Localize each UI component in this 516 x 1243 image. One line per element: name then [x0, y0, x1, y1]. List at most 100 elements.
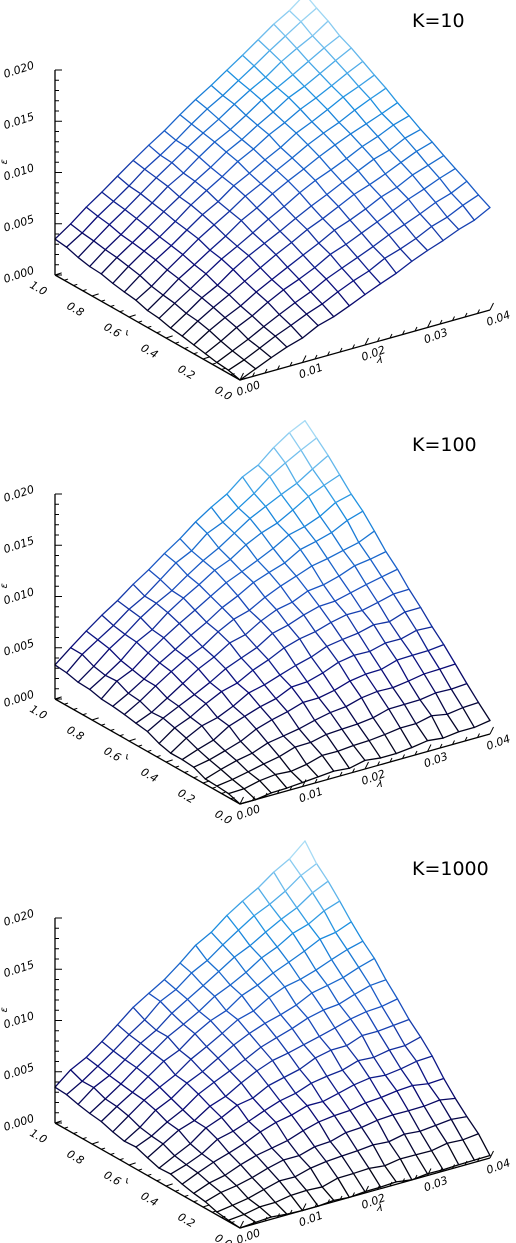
- surface-gridline: [403, 699, 421, 706]
- surface-gridline: [93, 648, 111, 667]
- surface-gridline: [210, 84, 224, 97]
- surface-gridline: [270, 1213, 288, 1218]
- surface-gridline: [128, 185, 142, 195]
- surface-gridline: [271, 632, 285, 649]
- surface-gridline: [237, 1019, 251, 1035]
- surface-gridline: [423, 1105, 437, 1127]
- surface-gridline: [197, 306, 215, 322]
- surface-gridline: [263, 326, 276, 337]
- surface-gridline: [135, 285, 153, 301]
- y-tick: [91, 1141, 99, 1145]
- surface-gridline: [185, 725, 203, 739]
- surface-gridline: [186, 229, 200, 240]
- surface-gridline: [227, 788, 245, 795]
- surface-gridline: [380, 1090, 398, 1099]
- surface-gridline: [54, 223, 72, 240]
- y-tick: [239, 1225, 247, 1229]
- surface-gridline: [326, 1075, 340, 1094]
- surface-gridline: [392, 588, 410, 595]
- surface-gridline: [139, 274, 153, 287]
- surface-gridline: [193, 1182, 211, 1194]
- surface-gridline: [466, 1115, 480, 1135]
- surface-gridline: [321, 1186, 335, 1201]
- surface-gridline: [108, 1074, 122, 1085]
- surface-gridline: [364, 283, 382, 296]
- surface-gridline: [299, 978, 313, 994]
- surface-gridline: [208, 329, 222, 342]
- x-tick: [427, 744, 432, 752]
- surface-gridline: [352, 280, 366, 296]
- surface-gridline: [388, 621, 402, 640]
- surface-gridline: [182, 253, 196, 266]
- surface-gridline: [112, 1050, 126, 1061]
- surface-gridline: [315, 863, 329, 882]
- x-tick-label: 0.03: [422, 326, 449, 347]
- x-tick: [339, 1195, 343, 1201]
- surface-gridline: [423, 188, 437, 204]
- surface-gridline: [381, 112, 395, 126]
- surface-gridline: [311, 565, 325, 586]
- surface-gridline: [174, 716, 191, 729]
- surface-gridline: [349, 680, 363, 699]
- surface-gridline: [201, 1153, 215, 1163]
- x-tick: [339, 347, 343, 353]
- surface-gridline: [339, 35, 352, 49]
- surface-gridline: [259, 1201, 276, 1208]
- y-tick: [73, 1131, 78, 1134]
- chart-panel: 0.000.010.020.030.04λ0.00.20.40.60.81.0ι…: [0, 420, 512, 827]
- surface-gridline: [376, 1114, 394, 1121]
- surface-gridline: [159, 236, 172, 247]
- surface-gridline: [302, 254, 316, 269]
- surface-gridline: [305, 763, 319, 778]
- surface-gridline: [193, 1105, 211, 1122]
- surface-gridline: [255, 1147, 273, 1157]
- surface-gridline: [267, 1167, 281, 1182]
- surface-gridline: [309, 1160, 327, 1169]
- x-axis-label: λ: [376, 1203, 383, 1214]
- surface-gridline: [101, 191, 115, 202]
- surface-gridline: [380, 186, 398, 198]
- surface-gridline: [334, 133, 352, 146]
- surface-gridline: [360, 1126, 374, 1146]
- surface-gridline: [306, 217, 324, 231]
- surface-gridline: [269, 462, 286, 478]
- surface-gridline: [284, 562, 297, 577]
- surface-gridline: [154, 259, 168, 271]
- surface-gridline: [260, 522, 278, 534]
- surface-gridline: [279, 575, 297, 587]
- surface-gridline: [345, 1044, 359, 1062]
- surface-gridline: [315, 437, 329, 457]
- surface-gridline: [259, 335, 276, 349]
- surface-gridline: [127, 265, 141, 277]
- surface-gridline: [263, 313, 281, 328]
- surface-gridline: [256, 559, 270, 574]
- surface-gridline: [345, 614, 359, 634]
- surface-gridline: [81, 1080, 95, 1089]
- x-tick-label: 0.03: [422, 750, 449, 771]
- surface-gridline: [384, 1165, 397, 1183]
- surface-gridline: [139, 1109, 157, 1128]
- surface-gridline: [369, 173, 386, 186]
- surface-gridline: [415, 723, 429, 742]
- surface-gridline: [426, 239, 444, 252]
- surface-gridline: [241, 984, 259, 997]
- surface-gridline: [364, 1096, 382, 1104]
- surface-gridline: [163, 1049, 181, 1062]
- surface-gridline: [162, 705, 180, 719]
- surface-gridline: [224, 740, 242, 752]
- surface-gridline: [310, 656, 324, 674]
- surface-gridline: [233, 956, 247, 973]
- surface-gridline: [361, 1030, 379, 1037]
- surface-gridline: [256, 972, 274, 986]
- surface-gridline: [193, 681, 211, 696]
- surface-gridline: [346, 519, 360, 544]
- surface-gridline: [287, 614, 305, 626]
- y-tick: [165, 759, 173, 763]
- surface-gridline: [354, 984, 371, 995]
- surface-gridline: [237, 65, 255, 82]
- surface-gridline: [407, 673, 425, 682]
- surface-gridline: [221, 1032, 235, 1046]
- surface-gridline: [241, 570, 255, 584]
- surface-gridline: [454, 167, 468, 182]
- surface-gridline: [314, 719, 327, 736]
